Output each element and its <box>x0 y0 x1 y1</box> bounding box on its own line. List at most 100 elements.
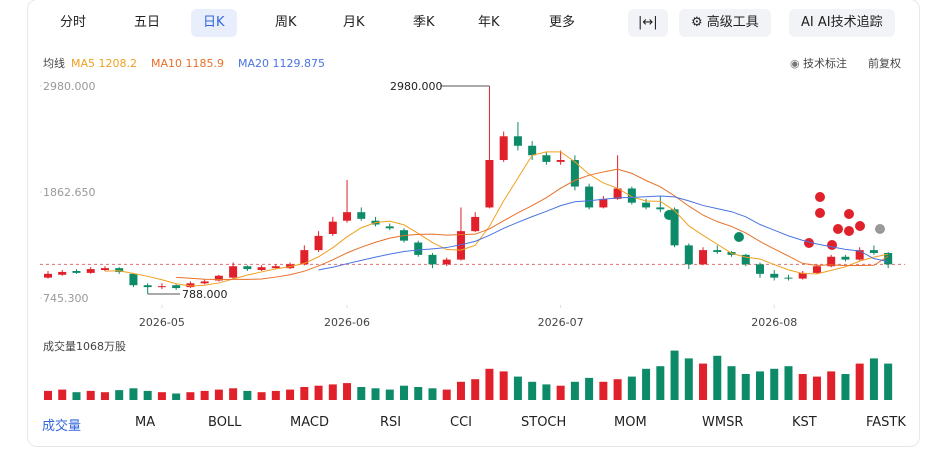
indicator-tab[interactable]: BOLL <box>208 415 242 430</box>
candle-body <box>100 268 109 271</box>
volume-bar <box>86 390 95 400</box>
volume-bar <box>770 368 779 400</box>
ma-line <box>176 168 889 281</box>
volume-bar <box>613 379 622 400</box>
candle-body <box>656 207 665 210</box>
candle-body <box>442 259 451 265</box>
candle-body <box>741 254 750 265</box>
y-tick-label: 1862.650 <box>43 186 96 199</box>
candle-body <box>428 254 437 265</box>
candle-body <box>556 159 565 162</box>
candle-body <box>357 212 366 219</box>
volume-bar <box>357 387 366 400</box>
x-tick-label: 2026-07 <box>538 316 584 329</box>
candle-body <box>812 266 821 273</box>
candle-body <box>756 264 764 274</box>
indicator-tab[interactable]: MACD <box>290 415 329 430</box>
volume-bar <box>300 387 309 400</box>
volume-bar <box>756 371 764 400</box>
candle-body <box>499 136 508 160</box>
indicator-tab[interactable]: STOCH <box>521 415 567 430</box>
indicator-tab[interactable]: 成交量 <box>42 419 82 434</box>
volume-bar <box>471 379 480 400</box>
candle-body <box>642 202 651 208</box>
volume-bar <box>627 376 636 400</box>
fit-button[interactable]: |↔| <box>628 9 668 37</box>
volume-bar <box>585 377 594 400</box>
volume-bar <box>214 389 223 400</box>
x-tick-label: 2026-06 <box>324 316 370 329</box>
volume-bar <box>513 376 522 400</box>
candle-body <box>670 209 679 246</box>
volume-bar <box>328 384 337 400</box>
volume-bar <box>186 392 195 400</box>
candle-body <box>827 256 836 267</box>
candle-body <box>328 221 337 234</box>
annotation: 788.000 <box>182 288 228 301</box>
adjust-toggle[interactable]: 前复权 <box>868 56 901 70</box>
candle-body <box>684 245 693 265</box>
volume-bar <box>855 363 864 400</box>
ai-button[interactable]: AI AI技术追踪 <box>789 9 895 37</box>
volume-bar <box>44 390 52 400</box>
indicator-tab[interactable]: KST <box>792 415 817 430</box>
volume-bar <box>58 389 67 400</box>
tab[interactable]: 五日 <box>134 15 161 30</box>
volume-bar <box>442 389 451 400</box>
volume-bar <box>713 355 722 400</box>
candle-body <box>58 271 67 275</box>
volume-bar <box>684 358 693 400</box>
label: 高级工具 <box>706 15 759 30</box>
candle-body <box>229 266 238 278</box>
candle-body <box>257 267 266 271</box>
volume-bar <box>157 392 166 400</box>
volume-bar <box>72 392 81 400</box>
volume-bar <box>229 388 238 400</box>
volume-bar <box>741 374 750 400</box>
tab[interactable]: 更多 <box>549 15 576 30</box>
candle-body <box>528 145 537 156</box>
volume-bar <box>243 390 252 400</box>
volume-bar <box>343 383 352 400</box>
candle-body <box>485 159 494 208</box>
volume-bar <box>400 385 408 400</box>
volume-bar <box>428 388 437 400</box>
candle-body <box>585 186 594 208</box>
tab[interactable]: 日K <box>191 9 237 37</box>
indicator-tab[interactable]: MOM <box>614 415 647 430</box>
volume-bar <box>542 384 551 400</box>
candle-body <box>713 250 722 253</box>
volume-bar <box>869 358 878 400</box>
legend-entry: MA5 1208.2 <box>71 57 137 70</box>
card <box>27 0 920 447</box>
mark-toggle[interactable]: 技术标注 <box>803 56 847 70</box>
indicator-tab[interactable]: MA <box>135 415 156 430</box>
tab[interactable]: 季K <box>413 15 435 30</box>
indicator-tab[interactable]: CCI <box>450 415 472 430</box>
volume-bar <box>599 381 608 400</box>
ma-line <box>318 195 889 271</box>
volume-bar <box>314 385 323 400</box>
tab[interactable]: 分时 <box>60 15 87 30</box>
label: AI技术追踪 <box>817 15 883 30</box>
volume-bar <box>570 381 579 400</box>
candle-body <box>542 155 551 162</box>
candle-body <box>770 273 779 278</box>
candle-body <box>44 273 52 278</box>
tab[interactable]: 年K <box>478 15 500 30</box>
volume-bar <box>827 371 836 400</box>
volume-bar <box>200 390 209 400</box>
volume-bar <box>499 371 508 400</box>
indicator-tab[interactable]: WMSR <box>702 415 744 430</box>
indicator-tab[interactable]: RSI <box>380 415 402 430</box>
tab[interactable]: 月K <box>343 15 365 30</box>
candle-body <box>699 250 708 265</box>
candle-body <box>200 281 209 284</box>
tab[interactable]: 周K <box>275 15 297 30</box>
tools-button[interactable]: ⚙ 高级工具 <box>679 9 771 37</box>
x-tick-label: 2026-08 <box>751 316 797 329</box>
volume-bar <box>727 366 736 400</box>
indicator-tab[interactable]: FASTK <box>866 415 906 430</box>
volume-bar <box>385 389 394 400</box>
